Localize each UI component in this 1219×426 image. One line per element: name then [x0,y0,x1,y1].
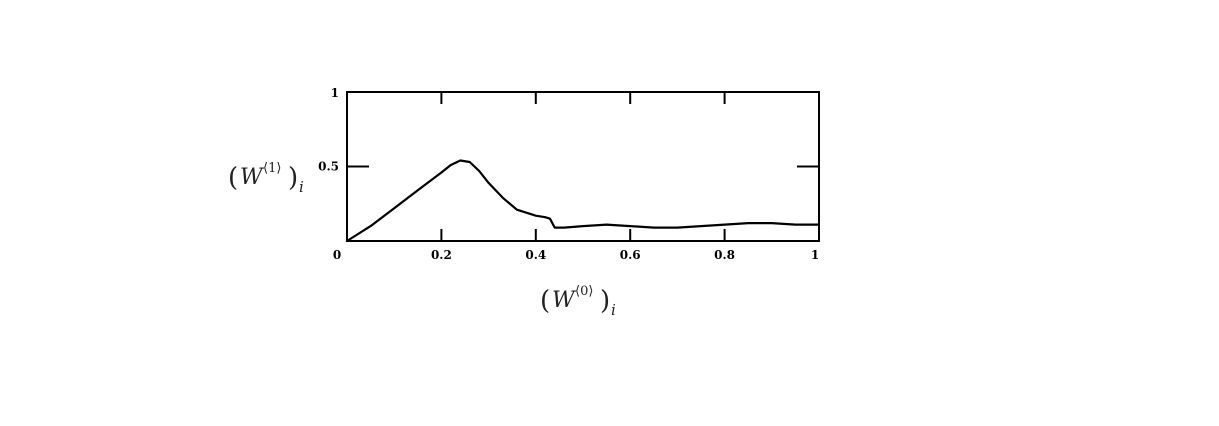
y-axis-label: ( W ⟨1⟩ ) i [228,161,304,196]
x-tick-label: 0.2 [431,248,452,262]
x-tick-label: 0.8 [714,248,735,262]
plot-frame [346,91,820,242]
x-axis-label-base: W [552,288,577,313]
plot-area: 0 0.2 0.4 0.6 0.8 1 0.5 1 [318,86,821,262]
x-axis-label-superscript: ⟨0⟩ [575,284,593,299]
y-tick-label: 1 [331,86,339,100]
series-line [345,159,821,243]
x-axis-label: ( W ⟨0⟩ ) i [540,284,616,319]
y-axis-label-base: W [240,165,265,190]
x-tick-label: 0.6 [620,248,641,262]
x-axis-label-open-paren: ( [540,286,550,316]
x-axis-label-close-paren: ) [600,286,610,316]
x-axis-label-subscript: i [611,301,616,319]
x-tick-label: 1 [811,248,819,262]
y-axis-label-superscript: ⟨1⟩ [263,161,281,176]
x-tick-label: 0.4 [525,248,546,262]
y-axis-label-subscript: i [299,178,304,196]
y-tick-label: 0.5 [318,160,339,174]
y-axis-label-open-paren: ( [228,163,238,193]
y-axis-label-close-paren: ) [288,163,298,193]
x-tick-label: 0 [333,248,341,262]
